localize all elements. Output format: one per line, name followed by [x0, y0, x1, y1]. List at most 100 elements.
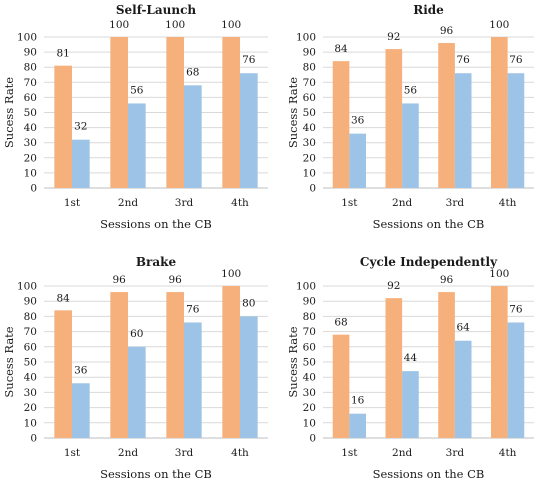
chart-panel-3: Brake 0 10 20 30 40 50 60 70 80 90 100 Sucess Rate Se… [2, 255, 268, 481]
data-label: 100 [221, 268, 241, 280]
x-tick-label: 3rd [175, 197, 194, 209]
y-tick-label: 30 [24, 387, 37, 399]
y-tick-label: 0 [309, 433, 316, 445]
bar-series1-3rd [166, 37, 184, 188]
y-tick-label: 80 [303, 311, 316, 323]
bar-series1-1st [332, 61, 350, 188]
bar-series2-1st [72, 383, 90, 438]
x-tick-label: 1st [64, 447, 81, 459]
data-label: 96 [112, 274, 126, 286]
y-tick-label: 50 [303, 357, 316, 369]
y-tick-label: 100 [296, 281, 316, 293]
chart-panel-1: Self-Launch 0 10 20 30 40 50 60 70 80 90 100 Sucess … [2, 3, 268, 231]
chart-title: Ride [413, 3, 444, 17]
y-tick-label: 10 [24, 167, 37, 179]
y-axis-label: Sucess Rate [2, 326, 16, 397]
y-tick-label: 70 [303, 326, 316, 338]
y-tick-label: 40 [303, 122, 316, 134]
bar-series1-4th [491, 286, 508, 438]
data-label: 81 [56, 48, 69, 60]
bar-series2-3rd [454, 73, 472, 188]
data-label: 100 [221, 19, 241, 31]
y-tick-label: 60 [303, 341, 316, 353]
y-tick-label: 90 [303, 47, 316, 59]
data-label: 76 [509, 303, 523, 315]
bar-series1-1st [54, 310, 72, 438]
x-tick-label: 3rd [175, 447, 194, 459]
bar-series2-4th [507, 322, 525, 438]
data-label: 92 [387, 280, 400, 292]
data-label: 36 [74, 364, 88, 376]
y-axis-label: Sucess Rate [2, 77, 16, 148]
data-label: 16 [351, 395, 365, 407]
chart-title: Cycle Independently [360, 255, 498, 269]
y-tick-label: 30 [303, 137, 316, 149]
bar-series2-4th [240, 316, 258, 438]
bar-series2-1st [349, 133, 366, 188]
x-tick-label: 3rd [446, 447, 465, 459]
data-label: 68 [334, 317, 347, 329]
x-axis-label: Sessions on the CB [373, 217, 485, 231]
bar-series2-2nd [128, 346, 146, 438]
data-label: 68 [186, 66, 199, 78]
y-tick-label: 100 [17, 32, 37, 44]
y-tick-label: 80 [303, 62, 316, 74]
data-label: 100 [489, 268, 509, 280]
y-tick-label: 50 [24, 107, 37, 119]
y-tick-label: 20 [24, 402, 37, 414]
data-label: 100 [489, 19, 509, 31]
y-tick-label: 50 [24, 357, 37, 369]
y-tick-label: 100 [17, 281, 37, 293]
y-tick-label: 30 [303, 387, 316, 399]
y-tick-label: 20 [24, 152, 37, 164]
bar-series1-2nd [385, 49, 403, 188]
y-tick-label: 10 [303, 417, 316, 429]
data-label: 76 [242, 54, 256, 66]
y-tick-label: 70 [303, 77, 316, 89]
x-tick-label: 3rd [446, 197, 465, 209]
data-label: 76 [186, 303, 200, 315]
y-tick-label: 10 [24, 417, 37, 429]
bar-series2-1st [349, 413, 366, 438]
bar-series1-3rd [166, 292, 184, 438]
y-tick-label: 60 [24, 341, 37, 353]
y-tick-label: 10 [303, 167, 316, 179]
y-axis-label: Sucess Rate [286, 77, 300, 148]
data-label: 76 [509, 54, 523, 66]
data-label: 100 [165, 19, 185, 31]
data-label: 96 [440, 25, 454, 37]
y-tick-label: 60 [24, 92, 37, 104]
y-tick-label: 30 [24, 137, 37, 149]
y-tick-label: 40 [24, 122, 37, 134]
data-label: 60 [130, 328, 143, 340]
bar-series1-4th [491, 37, 508, 188]
x-tick-label: 2nd [392, 447, 412, 459]
x-tick-label: 2nd [392, 197, 412, 209]
bar-series1-1st [332, 334, 350, 438]
data-label: 96 [440, 274, 454, 286]
y-tick-label: 70 [24, 326, 37, 338]
y-tick-label: 60 [303, 92, 316, 104]
bar-series2-2nd [402, 103, 419, 188]
y-tick-label: 40 [24, 372, 37, 384]
data-label: 84 [334, 43, 348, 55]
bar-series1-2nd [110, 292, 128, 438]
data-label: 36 [351, 115, 365, 127]
x-tick-label: 2nd [118, 447, 138, 459]
x-tick-label: 1st [64, 197, 81, 209]
bar-series1-2nd [385, 298, 403, 438]
bar-series1-1st [54, 65, 72, 188]
bar-series2-4th [507, 73, 525, 188]
y-axis-label: Sucess Rate [286, 326, 300, 397]
y-tick-label: 0 [30, 433, 37, 445]
bar-series2-1st [72, 139, 90, 188]
data-label: 84 [56, 292, 70, 304]
bar-series2-4th [240, 73, 258, 188]
x-tick-label: 1st [341, 197, 358, 209]
y-tick-label: 50 [303, 107, 316, 119]
bar-series1-3rd [438, 292, 455, 438]
bar-series1-4th [222, 37, 240, 188]
x-axis-label: Sessions on the CB [100, 467, 212, 481]
data-label: 64 [456, 322, 470, 334]
